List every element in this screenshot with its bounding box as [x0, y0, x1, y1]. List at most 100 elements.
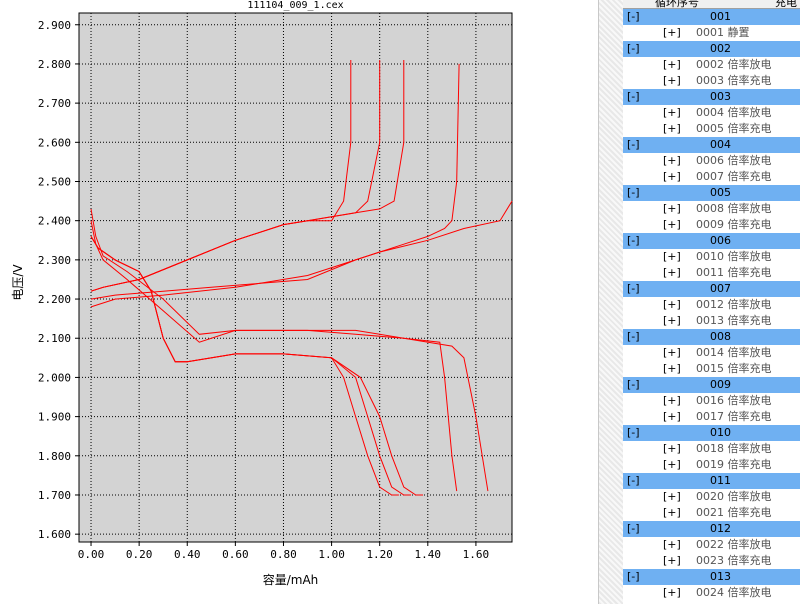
tree-step-row[interactable]: [+] 0024 倍率放电	[623, 585, 800, 601]
expand-toggle[interactable]: [+]	[663, 250, 681, 263]
tree-group-row[interactable]: [-] 008	[623, 329, 800, 345]
step-label: 0020 倍率放电	[696, 490, 772, 503]
tree-header-charge[interactable]: 充电	[775, 0, 797, 9]
tree-group-row[interactable]: [-] 001	[623, 9, 800, 25]
expand-toggle[interactable]: [+]	[663, 74, 681, 87]
expand-toggle[interactable]: [+]	[663, 154, 681, 167]
tree-step-row[interactable]: [+] 0005 倍率充电	[623, 121, 800, 137]
expand-toggle[interactable]: [+]	[663, 106, 681, 119]
collapse-toggle[interactable]: [-]	[627, 234, 640, 247]
step-label: 0008 倍率放电	[696, 202, 772, 215]
tree-group-row[interactable]: [-] 007	[623, 281, 800, 297]
tree-group-row[interactable]: [-] 011	[623, 473, 800, 489]
tree-header-cycle[interactable]: 循环序号	[655, 0, 699, 9]
tree-header: 循环序号 充电	[623, 0, 800, 9]
tree-step-row[interactable]: [+] 0003 倍率充电	[623, 73, 800, 89]
expand-toggle[interactable]: [+]	[663, 586, 681, 599]
tree-step-row[interactable]: [+] 0017 倍率充电	[623, 409, 800, 425]
voltage-capacity-chart: 1.600 1.700 1.800 1.900 2.000 2.100 2.200 2.300…	[11, 0, 513, 587]
cycle-id: 005	[710, 186, 731, 199]
tree-step-row[interactable]: [+] 0002 倍率放电	[623, 57, 800, 73]
expand-toggle[interactable]: [+]	[663, 266, 681, 279]
step-label: 0018 倍率放电	[696, 442, 772, 455]
tree-step-row[interactable]: [+] 0011 倍率充电	[623, 265, 800, 281]
tree-step-row[interactable]: [+] 0020 倍率放电	[623, 489, 800, 505]
tree-step-row[interactable]: [+] 0001 静置	[623, 25, 800, 41]
cycle-id: 011	[710, 474, 731, 487]
collapse-toggle[interactable]: [-]	[627, 522, 640, 535]
y-tick-label: 2.400	[38, 215, 71, 228]
tree-group-row[interactable]: [-] 005	[623, 185, 800, 201]
tree-step-row[interactable]: [+] 0018 倍率放电	[623, 441, 800, 457]
expand-toggle[interactable]: [+]	[663, 506, 681, 519]
x-tick-label: 1.00	[318, 548, 345, 561]
tree-step-row[interactable]: [+] 0013 倍率充电	[623, 313, 800, 329]
tree-step-row[interactable]: [+] 0004 倍率放电	[623, 105, 800, 121]
expand-toggle[interactable]: [+]	[663, 58, 681, 71]
tree-step-row[interactable]: [+] 0015 倍率充电	[623, 361, 800, 377]
expand-toggle[interactable]: [+]	[663, 314, 681, 327]
tree-step-row[interactable]: [+] 0019 倍率充电	[623, 457, 800, 473]
y-tick-label: 1.700	[38, 489, 71, 502]
expand-toggle[interactable]: [+]	[663, 346, 681, 359]
collapse-toggle[interactable]: [-]	[627, 186, 640, 199]
tree-step-row[interactable]: [+] 0016 倍率放电	[623, 393, 800, 409]
tree-group-row[interactable]: [-] 012	[623, 521, 800, 537]
collapse-toggle[interactable]: [-]	[627, 90, 640, 103]
collapse-toggle[interactable]: [-]	[627, 330, 640, 343]
y-tick-label: 1.600	[38, 528, 71, 541]
collapse-toggle[interactable]: [-]	[627, 570, 640, 583]
collapse-toggle[interactable]: [-]	[627, 426, 640, 439]
expand-toggle[interactable]: [+]	[663, 26, 681, 39]
tree-step-row[interactable]: [+] 0022 倍率放电	[623, 537, 800, 553]
cycle-id: 006	[710, 234, 731, 247]
collapse-toggle[interactable]: [-]	[627, 42, 640, 55]
cycle-id: 009	[710, 378, 731, 391]
step-label: 0004 倍率放电	[696, 106, 772, 119]
tree-step-row[interactable]: [+] 0021 倍率充电	[623, 505, 800, 521]
tree-step-row[interactable]: [+] 0012 倍率放电	[623, 297, 800, 313]
expand-toggle[interactable]: [+]	[663, 170, 681, 183]
step-label: 0010 倍率放电	[696, 250, 772, 263]
expand-toggle[interactable]: [+]	[663, 410, 681, 423]
tree-step-row[interactable]: [+] 0008 倍率放电	[623, 201, 800, 217]
expand-toggle[interactable]: [+]	[663, 554, 681, 567]
step-label: 0009 倍率充电	[696, 218, 772, 231]
expand-toggle[interactable]: [+]	[663, 202, 681, 215]
cycle-tree-panel: 循环序号 充电 [-] 001 [+] 0001 静置 [-] 002 [+] 0002 倍率…	[623, 0, 800, 604]
tree-group-row[interactable]: [-] 009	[623, 377, 800, 393]
tree-step-row[interactable]: [+] 0009 倍率充电	[623, 217, 800, 233]
tree-group-row[interactable]: [-] 003	[623, 89, 800, 105]
collapse-toggle[interactable]: [-]	[627, 282, 640, 295]
expand-toggle[interactable]: [+]	[663, 218, 681, 231]
expand-toggle[interactable]: [+]	[663, 298, 681, 311]
expand-toggle[interactable]: [+]	[663, 362, 681, 375]
tree-step-row[interactable]: [+] 0006 倍率放电	[623, 153, 800, 169]
series-line	[90, 60, 405, 292]
tree-step-row[interactable]: [+] 0023 倍率充电	[623, 553, 800, 569]
expand-toggle[interactable]: [+]	[663, 122, 681, 135]
step-label: 0011 倍率充电	[696, 266, 772, 279]
step-label: 0002 倍率放电	[696, 58, 772, 71]
collapse-toggle[interactable]: [-]	[627, 474, 640, 487]
expand-toggle[interactable]: [+]	[663, 394, 681, 407]
tree-group-row[interactable]: [-] 002	[623, 41, 800, 57]
tree-group-row[interactable]: [-] 010	[623, 425, 800, 441]
tree-group-row[interactable]: [-] 004	[623, 137, 800, 153]
collapse-toggle[interactable]: [-]	[627, 138, 640, 151]
expand-toggle[interactable]: [+]	[663, 442, 681, 455]
x-axis-label: 容量/mAh	[263, 572, 319, 587]
expand-toggle[interactable]: [+]	[663, 490, 681, 503]
expand-toggle[interactable]: [+]	[663, 538, 681, 551]
collapse-toggle[interactable]: [-]	[627, 10, 640, 23]
tree-step-row[interactable]: [+] 0007 倍率充电	[623, 169, 800, 185]
panel-splitter[interactable]	[598, 0, 624, 604]
tree-step-row[interactable]: [+] 0014 倍率放电	[623, 345, 800, 361]
expand-toggle[interactable]: [+]	[663, 458, 681, 471]
step-label: 0007 倍率充电	[696, 170, 772, 183]
cycle-id: 007	[710, 282, 731, 295]
tree-group-row[interactable]: [-] 013	[623, 569, 800, 585]
collapse-toggle[interactable]: [-]	[627, 378, 640, 391]
tree-group-row[interactable]: [-] 006	[623, 233, 800, 249]
tree-step-row[interactable]: [+] 0010 倍率放电	[623, 249, 800, 265]
